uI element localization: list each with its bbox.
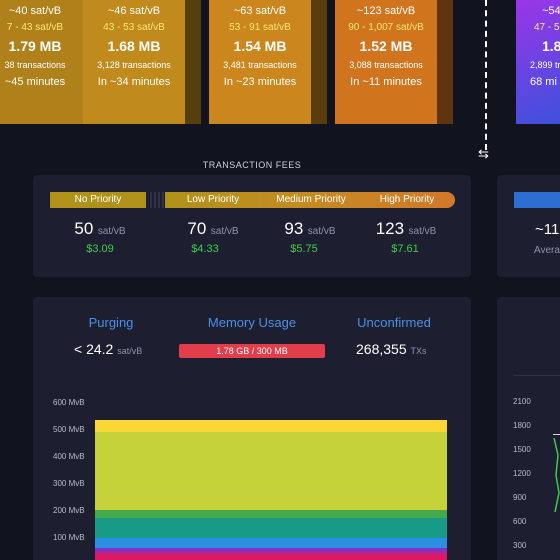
medium-priority-fee: 93 sat/vB xyxy=(260,219,360,239)
fee-unit: sat/vB xyxy=(307,226,336,237)
difficulty-label: Avera xyxy=(534,245,560,256)
high-priority-fee: 123 sat/vB xyxy=(356,219,456,239)
y-tick-label: 1200 xyxy=(513,469,531,478)
fee-value: 50 xyxy=(74,219,94,238)
low-priority-fee: 70 sat/vB xyxy=(163,219,263,239)
chart-area-band xyxy=(95,431,447,511)
medium-priority-usd: $5.75 xyxy=(290,243,318,255)
unconfirmed-count: 268,355 xyxy=(356,341,407,357)
block-size: 1.8 xyxy=(542,38,560,54)
difficulty-card: ~11. Avera xyxy=(497,175,560,277)
chart-area-band xyxy=(95,553,447,560)
y-tick-label: 400 MvB xyxy=(53,452,85,461)
block-fee-median: ~40 sat/vB xyxy=(8,5,62,17)
block-fee-range: 47 - 5 xyxy=(534,22,560,33)
no-priority-usd: $3.09 xyxy=(86,243,114,255)
block-eta: In ~34 minutes xyxy=(97,76,171,88)
y-tick-label: 600 xyxy=(513,517,527,526)
block-tx-count: 2,899 tr xyxy=(530,60,560,70)
block-size: 1.79 MB xyxy=(8,38,62,54)
y-tick-label: 300 xyxy=(513,541,527,550)
y-tick-label: 500 MvB xyxy=(53,425,85,434)
low-priority-usd: $4.33 xyxy=(191,243,219,255)
block-size: 1.54 MB xyxy=(233,38,287,54)
memory-usage-bar: 1.78 GB / 300 MB xyxy=(179,344,325,358)
high-priority-label: High Priority xyxy=(379,194,435,205)
mined-block[interactable]: ~54 47 - 5 1.8 2,899 tr 68 mi xyxy=(516,0,560,124)
block-fee-median: ~63 sat/vB xyxy=(233,5,287,17)
block-eta: ~45 minutes xyxy=(4,76,66,88)
y-tick-label: 900 xyxy=(513,493,527,502)
mempool-block[interactable]: ~123 sat/vB 90 - 1,007 sat/vB 1.52 MB 3,… xyxy=(335,0,453,124)
chart-area-band xyxy=(95,538,447,549)
priority-separator xyxy=(150,192,164,208)
block-fee-median: ~54 xyxy=(542,5,560,17)
purging-unit: sat/vB xyxy=(117,346,143,356)
chart-area-band xyxy=(95,547,447,554)
unconfirmed-title: Unconfirmed xyxy=(357,315,431,330)
chart-area-band xyxy=(95,510,447,519)
transaction-fees-card: No Priority Low Priority Medium Priority… xyxy=(33,175,471,277)
fee-unit: sat/vB xyxy=(210,226,239,237)
right-chart-card: 2100 1800 1500 1200 900 600 300 xyxy=(497,297,560,560)
fee-value: 123 xyxy=(375,219,405,238)
block-fee-median: ~123 sat/vB xyxy=(356,5,416,17)
chart-area-band xyxy=(95,419,447,433)
difficulty-value: ~11. xyxy=(535,221,560,238)
block-fee-range: 7 - 43 sat/vB xyxy=(6,22,64,33)
mempool-divider xyxy=(485,0,487,150)
high-priority-usd: $7.61 xyxy=(391,243,419,255)
swap-arrows-icon[interactable]: ⇆ xyxy=(478,146,489,161)
block-fee-median: ~46 sat/vB xyxy=(107,5,161,17)
block-tx-count: 3,128 transactions xyxy=(97,60,171,70)
memory-usage-title: Memory Usage xyxy=(207,315,297,330)
no-priority-fee: 50 sat/vB xyxy=(50,219,150,239)
block-tx-count: 3,088 transactions xyxy=(349,60,423,70)
unconfirmed-unit: TXs xyxy=(410,346,427,356)
block-tx-count: 3,481 transactions xyxy=(223,60,297,70)
block-tx-count: 38 transactions xyxy=(4,60,66,70)
mempool-block[interactable]: ~46 sat/vB 43 - 53 sat/vB 1.68 MB 3,128 … xyxy=(83,0,201,124)
block-size: 1.68 MB xyxy=(107,38,161,54)
mempool-block[interactable]: ~63 sat/vB 53 - 91 sat/vB 1.54 MB 3,481 … xyxy=(209,0,327,124)
right-chart-divider xyxy=(514,375,560,376)
purging-value: < 24.2 sat/vB xyxy=(74,341,142,357)
y-tick-label: 200 MvB xyxy=(53,506,85,515)
chart-area-band xyxy=(95,518,447,539)
y-tick-label: 1500 xyxy=(513,445,531,454)
block-eta: 68 mi xyxy=(530,76,557,88)
y-tick-label: 600 MvB xyxy=(53,398,85,407)
y-tick-label: 100 MvB xyxy=(53,533,85,542)
y-tick-label: 300 MvB xyxy=(53,479,85,488)
priority-gradient-bar xyxy=(165,192,455,208)
purging-title: Purging xyxy=(88,315,134,330)
block-fee-range: 90 - 1,007 sat/vB xyxy=(348,22,424,33)
mempool-card: Purging < 24.2 sat/vB Memory Usage 1.78 … xyxy=(33,297,471,560)
medium-priority-label: Medium Priority xyxy=(276,194,346,205)
no-priority-label: No Priority xyxy=(50,192,146,208)
block-fee-range: 43 - 53 sat/vB xyxy=(103,22,165,33)
fee-value: 93 xyxy=(284,219,304,238)
y-tick-label: 1800 xyxy=(513,421,531,430)
chart-cursor-line xyxy=(553,434,560,435)
purging-fee: < 24.2 xyxy=(74,341,114,357)
transaction-fees-label: TRANSACTION FEES xyxy=(202,160,302,170)
hashrate-line xyxy=(553,437,560,513)
block-eta: In ~11 minutes xyxy=(350,76,422,88)
difficulty-progress-bar xyxy=(514,192,560,208)
low-priority-label: Low Priority xyxy=(186,194,240,205)
y-tick-label: 2100 xyxy=(513,397,531,406)
block-fee-range: 53 - 91 sat/vB xyxy=(229,22,291,33)
block-eta: In ~23 minutes xyxy=(223,76,297,88)
unconfirmed-value: 268,355 TXs xyxy=(356,341,427,357)
fee-value: 70 xyxy=(187,219,207,238)
block-size: 1.52 MB xyxy=(359,38,413,54)
fee-unit: sat/vB xyxy=(97,226,126,237)
fee-unit: sat/vB xyxy=(408,226,437,237)
